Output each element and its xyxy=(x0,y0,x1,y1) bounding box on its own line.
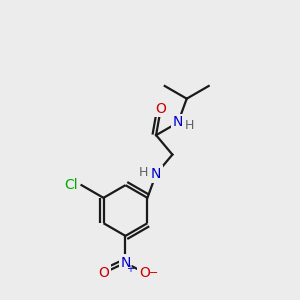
Text: −: − xyxy=(149,268,158,278)
Text: O: O xyxy=(155,102,166,116)
Text: O: O xyxy=(98,266,109,280)
Text: Cl: Cl xyxy=(65,178,78,192)
Text: H: H xyxy=(139,166,148,179)
Text: N: N xyxy=(151,167,161,181)
Text: N: N xyxy=(173,116,183,130)
Text: H: H xyxy=(185,119,194,132)
Text: N: N xyxy=(120,256,131,270)
Text: O: O xyxy=(139,266,150,280)
Text: +: + xyxy=(126,264,134,274)
